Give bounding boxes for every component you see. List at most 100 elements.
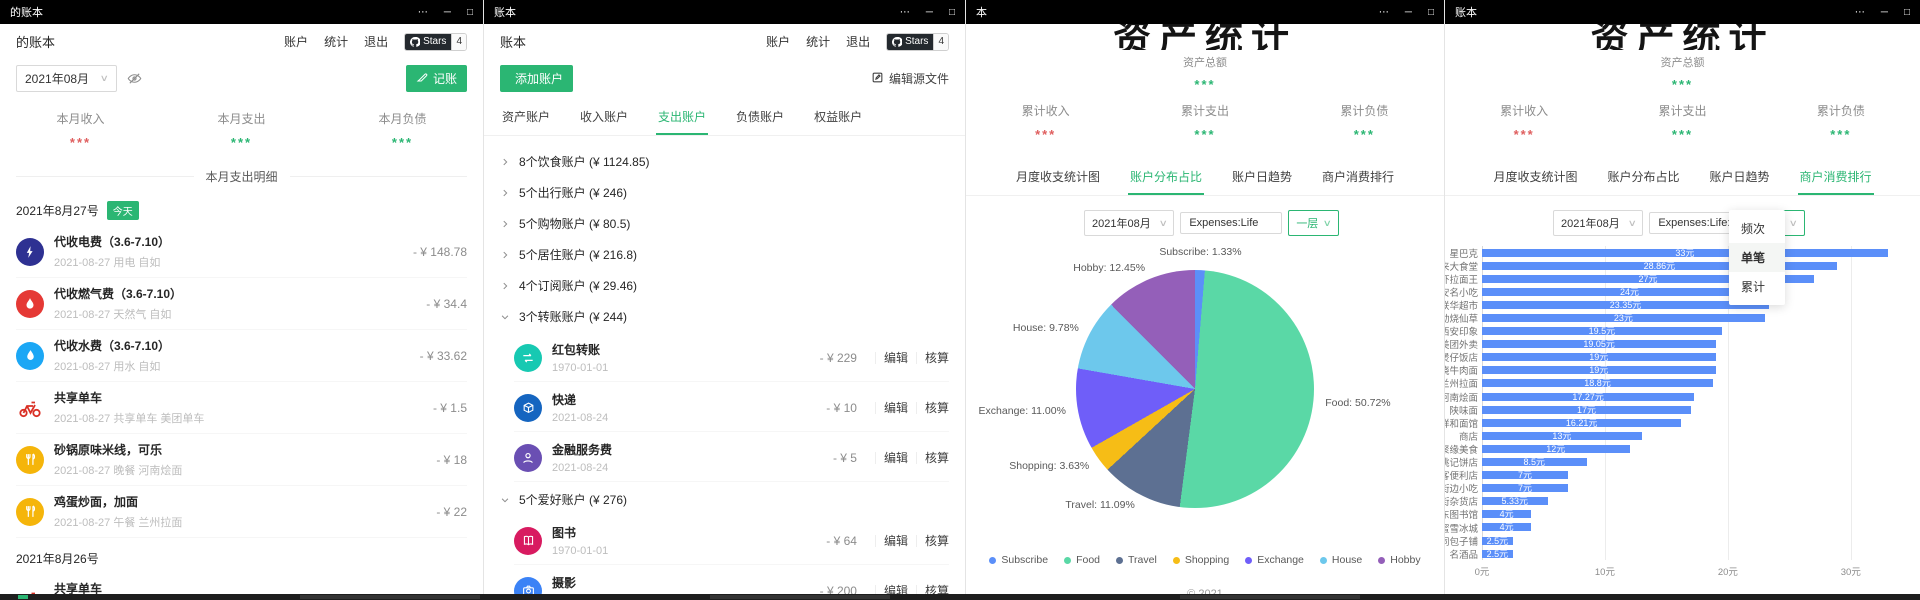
more-icon[interactable]: ⋯ bbox=[417, 6, 428, 18]
github-stars-badge[interactable]: Stars 4 bbox=[404, 32, 467, 51]
audit-account-link[interactable]: 核算 bbox=[924, 451, 949, 465]
more-icon[interactable]: ⋯ bbox=[899, 6, 910, 18]
bar: 27元 bbox=[1482, 274, 1814, 283]
edit-account-link[interactable]: 编辑 bbox=[883, 534, 908, 548]
legend-item[interactable]: House bbox=[1319, 554, 1362, 566]
nav-item-0[interactable]: 账户 bbox=[284, 35, 309, 49]
minimize-icon[interactable]: ─ bbox=[443, 6, 451, 18]
tab-3[interactable]: 商户消费排行 bbox=[1322, 170, 1395, 184]
stat-column: 本月支出 *** bbox=[161, 110, 322, 150]
minimize-icon[interactable]: ─ bbox=[1880, 6, 1888, 18]
stat-label: 累计负债 bbox=[1816, 104, 1865, 118]
stat-value-masked: *** bbox=[391, 135, 414, 150]
tab-1[interactable]: 账户分布占比 bbox=[1127, 160, 1204, 195]
audit-account-link[interactable]: 核算 bbox=[924, 534, 949, 548]
nav-item-2[interactable]: 退出 bbox=[364, 35, 389, 49]
nav-item-1[interactable]: 统计 bbox=[324, 35, 349, 49]
bar-row: 街边小吃 7元 bbox=[1445, 482, 1900, 495]
minimize-icon[interactable]: ─ bbox=[1404, 6, 1412, 18]
bar-value-label: 8.5元 bbox=[1523, 457, 1545, 467]
account-group-row[interactable]: 3个转账账户 (¥ 244) bbox=[500, 301, 949, 332]
bar: 19.05元 bbox=[1482, 340, 1717, 349]
audit-account-link[interactable]: 核算 bbox=[924, 351, 949, 365]
bar-category-label: 陕味面 bbox=[1449, 405, 1478, 417]
audit-account-link[interactable]: 核算 bbox=[924, 584, 949, 594]
maximize-icon[interactable]: □ bbox=[1903, 6, 1910, 18]
edit-source-button[interactable]: 编辑源文件 bbox=[871, 70, 949, 87]
account-group-row[interactable]: 5个爱好账户 (¥ 276) bbox=[500, 484, 949, 515]
day-header: 2021年8月27号 今天 bbox=[16, 189, 467, 226]
account-filter-input[interactable]: Expenses:Life bbox=[1180, 212, 1283, 234]
legend-item[interactable]: Food bbox=[1064, 554, 1100, 566]
account-group-row[interactable]: 5个购物账户 (¥ 80.5) bbox=[500, 208, 949, 239]
maximize-icon[interactable]: □ bbox=[1427, 6, 1434, 18]
legend-item[interactable]: Shopping bbox=[1172, 554, 1229, 566]
account-toolbar: 添加账户 编辑源文件 bbox=[484, 57, 965, 100]
github-stars-badge[interactable]: Stars 4 bbox=[886, 32, 949, 51]
tab-2[interactable]: 支出账户 bbox=[656, 100, 709, 135]
audit-account-link[interactable]: 核算 bbox=[924, 401, 949, 415]
month-select[interactable]: 2021年08月 ∨ bbox=[1553, 210, 1644, 236]
nav-item-1[interactable]: 统计 bbox=[806, 35, 831, 49]
nav-item-0[interactable]: 账户 bbox=[766, 35, 791, 49]
bar-track: 2.5元 bbox=[1482, 534, 1900, 547]
record-button[interactable]: 记账 bbox=[405, 65, 467, 92]
tab-3[interactable]: 商户消费排行 bbox=[1797, 160, 1874, 195]
account-group-row[interactable]: 5个居住账户 (¥ 216.8) bbox=[500, 239, 949, 270]
account-group-row[interactable]: 4个订阅账户 (¥ 29.46) bbox=[500, 270, 949, 301]
tab-0[interactable]: 资产账户 bbox=[502, 110, 551, 124]
nav-item-2[interactable]: 退出 bbox=[846, 35, 871, 49]
bar-value-label: 7元 bbox=[1518, 470, 1533, 481]
dropdown-option[interactable]: 累计 bbox=[1741, 280, 1766, 294]
window-controls: ⋯ ─ □ bbox=[1855, 7, 1910, 18]
titlebar: 账本 ⋯ ─ □ bbox=[484, 0, 965, 24]
maximize-icon[interactable]: □ bbox=[466, 6, 473, 18]
tab-3[interactable]: 负债账户 bbox=[736, 110, 785, 124]
edit-account-link[interactable]: 编辑 bbox=[883, 451, 908, 465]
add-account-button[interactable]: 添加账户 bbox=[500, 65, 574, 92]
bar-value-label: 17元 bbox=[1576, 404, 1596, 415]
bar-value-label: 12元 bbox=[1546, 443, 1566, 454]
edit-account-link[interactable]: 编辑 bbox=[883, 401, 908, 415]
divider-line bbox=[915, 451, 917, 464]
tab-2[interactable]: 账户日趋势 bbox=[1709, 170, 1770, 184]
more-icon[interactable]: ⋯ bbox=[1378, 6, 1389, 18]
level-select[interactable]: 一层 ∨ bbox=[1288, 210, 1339, 236]
taskbar[interactable] bbox=[0, 594, 1920, 600]
bar-value-label: 24元 bbox=[1620, 286, 1640, 297]
account-filter-input[interactable]: Expenses:Life:Food bbox=[1649, 212, 1749, 234]
edit-account-link[interactable]: 编辑 bbox=[883, 584, 908, 594]
bar-row: 星巴克 33元 bbox=[1445, 246, 1900, 260]
bar-track: 19.5元 bbox=[1482, 325, 1900, 338]
legend-item[interactable]: Subscribe bbox=[989, 554, 1048, 566]
legend-item[interactable]: Exchange bbox=[1245, 554, 1304, 566]
tab-1[interactable]: 账户分布占比 bbox=[1607, 170, 1680, 184]
tab-4[interactable]: 权益账户 bbox=[814, 110, 863, 124]
pie-slice-label: Hobby: 12.45% bbox=[1073, 261, 1146, 274]
account-group-row[interactable]: 5个出行账户 (¥ 246) bbox=[500, 177, 949, 208]
bar: 19元 bbox=[1482, 353, 1716, 362]
dropdown-option[interactable]: 单笔 bbox=[1729, 243, 1785, 272]
legend-dot bbox=[1319, 556, 1327, 564]
minimize-icon[interactable]: ─ bbox=[925, 6, 933, 18]
legend-item[interactable]: Hobby bbox=[1378, 554, 1421, 566]
edit-account-link[interactable]: 编辑 bbox=[883, 351, 908, 365]
tab-1[interactable]: 收入账户 bbox=[580, 110, 629, 124]
taskbar-app-icon[interactable] bbox=[18, 595, 28, 599]
maximize-icon[interactable]: □ bbox=[948, 6, 955, 18]
eye-off-icon[interactable] bbox=[127, 71, 142, 86]
github-icon: Stars bbox=[405, 33, 452, 50]
month-select[interactable]: 2021年08月 ∨ bbox=[16, 65, 117, 92]
month-select[interactable]: 2021年08月 ∨ bbox=[1084, 210, 1175, 236]
more-icon[interactable]: ⋯ bbox=[1854, 6, 1865, 18]
legend-item[interactable]: Travel bbox=[1116, 554, 1157, 566]
tab-0[interactable]: 月度收支统计图 bbox=[1015, 170, 1100, 184]
dropdown-option[interactable]: 频次 bbox=[1741, 222, 1766, 236]
account-group-row[interactable]: 8个饮食账户 (¥ 1124.85) bbox=[500, 146, 949, 177]
stat-column: 本月负债 *** bbox=[322, 110, 483, 150]
tab-0[interactable]: 月度收支统计图 bbox=[1493, 170, 1578, 184]
pie-chart-area: Subscribe: 1.33% Food: 50.72% Travel: 11.0… bbox=[966, 236, 1444, 552]
tab-2[interactable]: 账户日趋势 bbox=[1232, 170, 1293, 184]
